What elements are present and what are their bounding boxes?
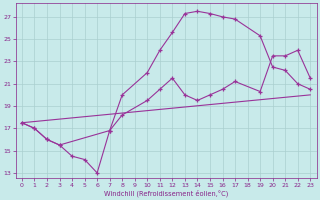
X-axis label: Windchill (Refroidissement éolien,°C): Windchill (Refroidissement éolien,°C) (104, 189, 228, 197)
